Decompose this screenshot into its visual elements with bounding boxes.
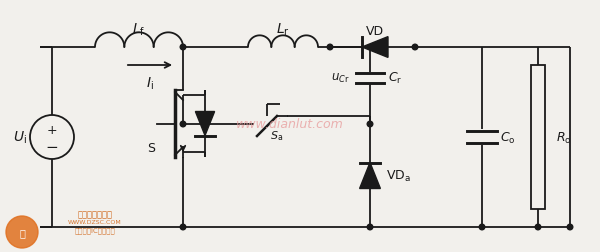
Circle shape — [479, 224, 485, 230]
Text: $L_{\rm f}$: $L_{\rm f}$ — [133, 21, 146, 38]
Text: VD: VD — [366, 25, 384, 38]
Circle shape — [535, 224, 541, 230]
Text: $C_{\rm o}$: $C_{\rm o}$ — [500, 130, 515, 145]
Circle shape — [367, 122, 373, 127]
Text: $L_{\rm r}$: $L_{\rm r}$ — [276, 21, 290, 38]
Text: 维: 维 — [19, 227, 25, 237]
Circle shape — [180, 224, 186, 230]
Text: 全球最大IC采购网站: 全球最大IC采购网站 — [74, 227, 115, 233]
Text: VD$_{\rm a}$: VD$_{\rm a}$ — [386, 168, 411, 183]
Text: S: S — [147, 141, 155, 154]
Circle shape — [327, 45, 333, 51]
Polygon shape — [362, 38, 388, 58]
Text: WWW.DZSC.COM: WWW.DZSC.COM — [68, 220, 122, 225]
Text: $C_{\rm r}$: $C_{\rm r}$ — [388, 71, 403, 86]
Polygon shape — [196, 112, 215, 136]
Text: $U_{\rm i}$: $U_{\rm i}$ — [13, 129, 27, 146]
Circle shape — [567, 224, 573, 230]
Polygon shape — [359, 163, 380, 189]
Text: $S_{\rm a}$: $S_{\rm a}$ — [271, 129, 284, 142]
Text: +: + — [47, 123, 58, 136]
Text: −: − — [46, 140, 58, 155]
Text: $R_{\rm o}$: $R_{\rm o}$ — [556, 130, 572, 145]
Text: $I_{\rm i}$: $I_{\rm i}$ — [146, 76, 154, 92]
Text: www.dianlut.com: www.dianlut.com — [236, 118, 344, 131]
Circle shape — [367, 224, 373, 230]
Circle shape — [180, 122, 186, 127]
Circle shape — [412, 45, 418, 51]
Text: 维库电子市场网: 维库电子市场网 — [77, 210, 113, 219]
Circle shape — [6, 216, 38, 248]
Text: $u_{C{\rm r}}$: $u_{C{\rm r}}$ — [331, 72, 350, 85]
Bar — [531, 66, 545, 209]
Circle shape — [180, 45, 186, 51]
